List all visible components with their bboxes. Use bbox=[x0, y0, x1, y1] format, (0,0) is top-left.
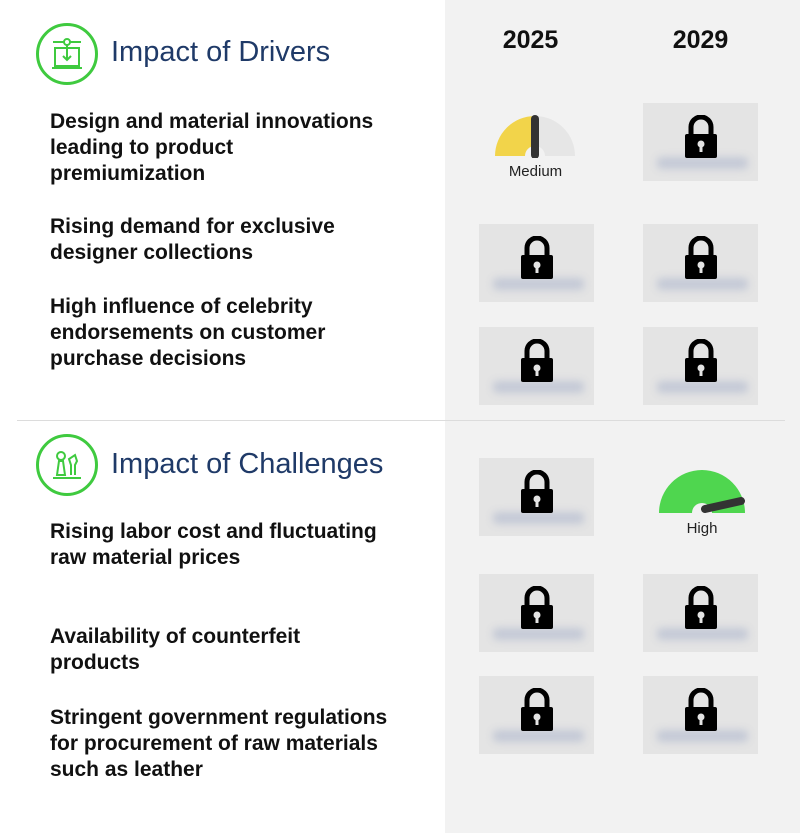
locked-impact-cell[interactable] bbox=[643, 224, 758, 302]
impact-gauge-high: High bbox=[657, 467, 747, 537]
challenges-title: Impact of Challenges bbox=[111, 448, 384, 480]
lock-icon bbox=[520, 236, 553, 279]
lock-icon bbox=[684, 236, 717, 279]
gauge-high-icon bbox=[659, 470, 745, 513]
lock-icon bbox=[684, 115, 717, 158]
locked-impact-cell[interactable] bbox=[479, 574, 594, 652]
blurred-value bbox=[493, 381, 584, 393]
lock-icon bbox=[684, 339, 717, 382]
locked-impact-cell[interactable] bbox=[643, 574, 758, 652]
locked-impact-cell[interactable] bbox=[643, 103, 758, 181]
blurred-value bbox=[493, 278, 584, 290]
lock-icon bbox=[520, 339, 553, 382]
blurred-value bbox=[657, 278, 748, 290]
locked-impact-cell[interactable] bbox=[479, 224, 594, 302]
blurred-value bbox=[657, 157, 748, 169]
lock-icon bbox=[520, 586, 553, 629]
gauge-label: Medium bbox=[508, 163, 563, 180]
drivers-title: Impact of Drivers bbox=[111, 36, 331, 68]
blurred-value bbox=[657, 381, 748, 393]
locked-impact-cell[interactable] bbox=[479, 458, 594, 536]
gauge-medium-icon bbox=[495, 115, 575, 159]
blurred-value bbox=[493, 512, 584, 524]
blurred-value bbox=[493, 730, 584, 742]
driver-item: Design and material innovations leading … bbox=[50, 110, 374, 185]
year-header-2025: 2025 bbox=[502, 26, 559, 54]
challenge-item: Availability of counterfeit products bbox=[50, 625, 301, 674]
blurred-value bbox=[657, 628, 748, 640]
blurred-value bbox=[657, 730, 748, 742]
section-divider bbox=[17, 420, 785, 421]
lock-icon bbox=[520, 470, 553, 513]
driver-item: High influence of celebrity endorsements… bbox=[50, 295, 326, 370]
innovation-icon bbox=[36, 23, 98, 85]
lock-icon bbox=[684, 688, 717, 731]
locked-impact-cell[interactable] bbox=[643, 327, 758, 405]
lock-icon bbox=[684, 586, 717, 629]
driver-item: Rising demand for exclusive designer col… bbox=[50, 215, 335, 264]
gauge-label: High bbox=[686, 520, 718, 537]
chess-strategy-icon bbox=[36, 434, 98, 496]
year-header-2029: 2029 bbox=[672, 26, 729, 54]
challenge-item: Stringent government regulations for pro… bbox=[50, 706, 388, 781]
impact-gauge-medium: Medium bbox=[493, 113, 578, 180]
blurred-value bbox=[493, 628, 584, 640]
locked-impact-cell[interactable] bbox=[643, 676, 758, 754]
lock-icon bbox=[520, 688, 553, 731]
locked-impact-cell[interactable] bbox=[479, 327, 594, 405]
locked-impact-cell[interactable] bbox=[479, 676, 594, 754]
challenge-item: Rising labor cost and fluctuating raw ma… bbox=[50, 520, 377, 569]
